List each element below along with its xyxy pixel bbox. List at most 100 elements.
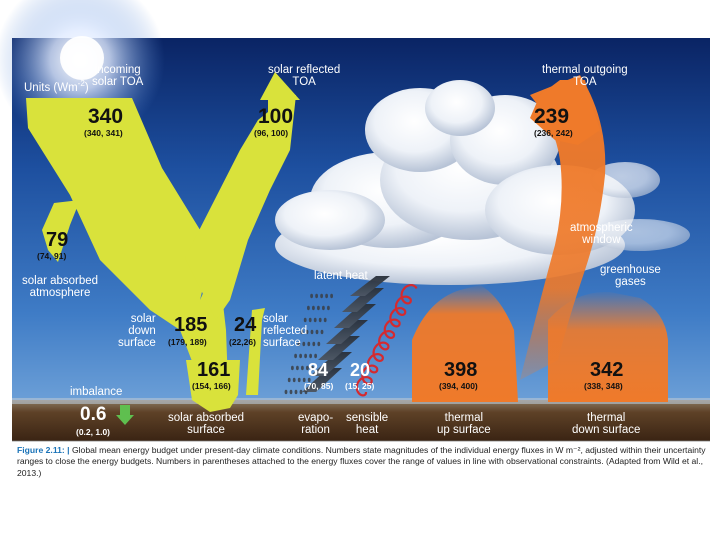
solar-down-surface-label: solar down surface xyxy=(118,313,156,349)
evaporation-droplet xyxy=(302,341,306,347)
greenhouse-gases-line1: greenhouse xyxy=(600,264,661,276)
evaporation-droplet xyxy=(318,317,322,323)
evaporation-droplet xyxy=(303,317,307,323)
incoming-line1: incoming xyxy=(94,64,141,76)
greenhouse-gases-label: greenhouse gases xyxy=(600,264,661,288)
sensible-heat-spiral xyxy=(355,283,418,397)
evaporation-droplet xyxy=(301,365,304,371)
solar-absorbed-atmosphere-value: 79 xyxy=(46,229,69,251)
solar-reflected-toa-range: (96, 100) xyxy=(254,128,289,138)
thermal-outgoing-toa-arrow xyxy=(530,80,600,145)
solar-reflected-toa-line1: solar reflected xyxy=(268,64,341,76)
sensible-heat-value: 20 xyxy=(350,360,371,380)
evaporation-droplet xyxy=(312,341,316,347)
evaporation-droplet xyxy=(311,365,314,371)
thermal-down-surface-label: thermal down surface xyxy=(572,412,640,436)
thermal-down-surface-value: 342 xyxy=(590,359,624,381)
solar-absorbed-atmosphere-label: solar absorbed atmosphere xyxy=(22,275,98,299)
thermal-up-surface-label: thermal up surface xyxy=(437,412,491,436)
solar-down-surface-line3: surface xyxy=(118,337,156,350)
atmospheric-window-arrow xyxy=(520,75,606,380)
evaporation-droplet xyxy=(323,317,327,323)
thermal-down-surface-line2: down surface xyxy=(572,424,641,437)
solar-reflected-toa-line2: TOA xyxy=(292,76,316,89)
incoming-line2: solar TOA xyxy=(92,76,144,89)
evaporation-droplet xyxy=(291,365,294,371)
evaporation-droplet xyxy=(307,305,310,311)
thermal-outgoing-toa-range: (236, 242) xyxy=(534,128,573,138)
atmospheric-window-label: atmospheric window xyxy=(570,222,633,246)
units-close: ) xyxy=(84,81,89,94)
evaporation-droplet xyxy=(289,389,293,395)
thermal-outgoing-toa-value: 239 xyxy=(534,105,570,128)
solar-reflected-surface-line1: solar xyxy=(263,313,288,325)
evaporation-droplet xyxy=(315,293,318,299)
evaporation-droplet xyxy=(314,353,317,359)
units-superscript: -2 xyxy=(77,79,85,88)
evaporation-droplet xyxy=(299,389,303,395)
imbalance-value: 0.6 xyxy=(80,404,107,425)
evaporation-droplet xyxy=(297,377,301,383)
evaporation-droplet xyxy=(315,329,319,335)
evaporation-droplet xyxy=(296,365,299,371)
solar-absorbed-atmosphere-range: (74, 91) xyxy=(37,251,67,261)
evaporation-droplet xyxy=(313,317,317,323)
units-label: Units (Wm-2) xyxy=(24,79,89,94)
evaporation-droplet xyxy=(330,293,333,299)
figure-caption: Figure 2.11: | Global mean energy budget… xyxy=(17,445,709,479)
solar-absorbed-surface-line1: solar absorbed xyxy=(168,412,245,424)
evaporation-range: (70, 85) xyxy=(304,381,334,391)
evaporation-droplet xyxy=(284,389,288,395)
solar-reflected-toa-tip xyxy=(260,72,300,100)
evaporation-droplet xyxy=(306,365,309,371)
thermal-up-surface-range: (394, 400) xyxy=(439,381,478,391)
evaporation-line2: ration xyxy=(301,424,330,437)
evaporation-droplet xyxy=(304,389,308,395)
solar-absorbed-atmosphere-arrow xyxy=(42,200,80,262)
evaporation-droplet xyxy=(299,353,302,359)
thermal-down-surface-arrow xyxy=(548,291,668,402)
evaporation-droplet xyxy=(302,377,306,383)
thermal-down-surface-range: (338, 348) xyxy=(584,381,623,391)
solar-down-surface-value: 185 xyxy=(174,314,208,336)
solar-reflected-surface-arrow xyxy=(246,308,265,395)
solar-reflected-surface-label: solar reflected surface xyxy=(263,313,307,349)
incoming-solar-toa-label: incoming solar TOA xyxy=(92,64,143,88)
evaporation-line1: evapo- xyxy=(298,412,334,424)
incoming-value: 340 xyxy=(88,105,124,128)
solar-incoming-arrow xyxy=(26,98,240,395)
evaporation-droplets xyxy=(284,293,333,395)
evaporation-droplet xyxy=(320,293,323,299)
caption-text: Global mean energy budget under present-… xyxy=(17,445,706,478)
sensible-heat-line1: sensible xyxy=(346,412,389,424)
solar-absorbed-surface-label: solar absorbed surface xyxy=(168,412,244,436)
evaporation-droplet xyxy=(287,377,291,383)
imbalance-label: imbalance xyxy=(70,386,123,398)
solar-down-surface-line1: solar xyxy=(130,313,156,325)
sensible-heat-label: sensible heat xyxy=(346,412,388,436)
sun xyxy=(60,36,104,80)
evaporation-droplet xyxy=(292,377,296,383)
evaporation-droplet xyxy=(327,305,330,311)
evaporation-droplet xyxy=(312,305,315,311)
thermal-up-surface-line1: thermal xyxy=(444,412,484,424)
thermal-up-surface-line2: up surface xyxy=(437,424,491,437)
evaporation-droplet xyxy=(322,305,325,311)
sensible-heat-range: (15, 25) xyxy=(345,381,375,391)
atmospheric-window-line2: window xyxy=(582,234,621,247)
thermal-down-surface-line1: thermal xyxy=(587,412,626,424)
horizon-haze xyxy=(12,398,710,404)
solar-reflected-surface-range: (22,26) xyxy=(229,337,256,347)
imbalance-range: (0.2, 1.0) xyxy=(76,427,111,437)
evaporation-value: 84 xyxy=(308,360,329,380)
thermal-up-surface-value: 398 xyxy=(444,359,478,381)
evaporation-droplet xyxy=(307,341,311,347)
evaporation-droplet xyxy=(325,293,328,299)
evaporation-droplet xyxy=(310,329,314,335)
imbalance-arrow xyxy=(116,405,134,425)
solar-reflected-toa-label: solar reflected TOA xyxy=(268,64,340,88)
evaporation-droplet xyxy=(310,293,313,299)
evaporation-label: evapo- ration xyxy=(298,412,333,436)
